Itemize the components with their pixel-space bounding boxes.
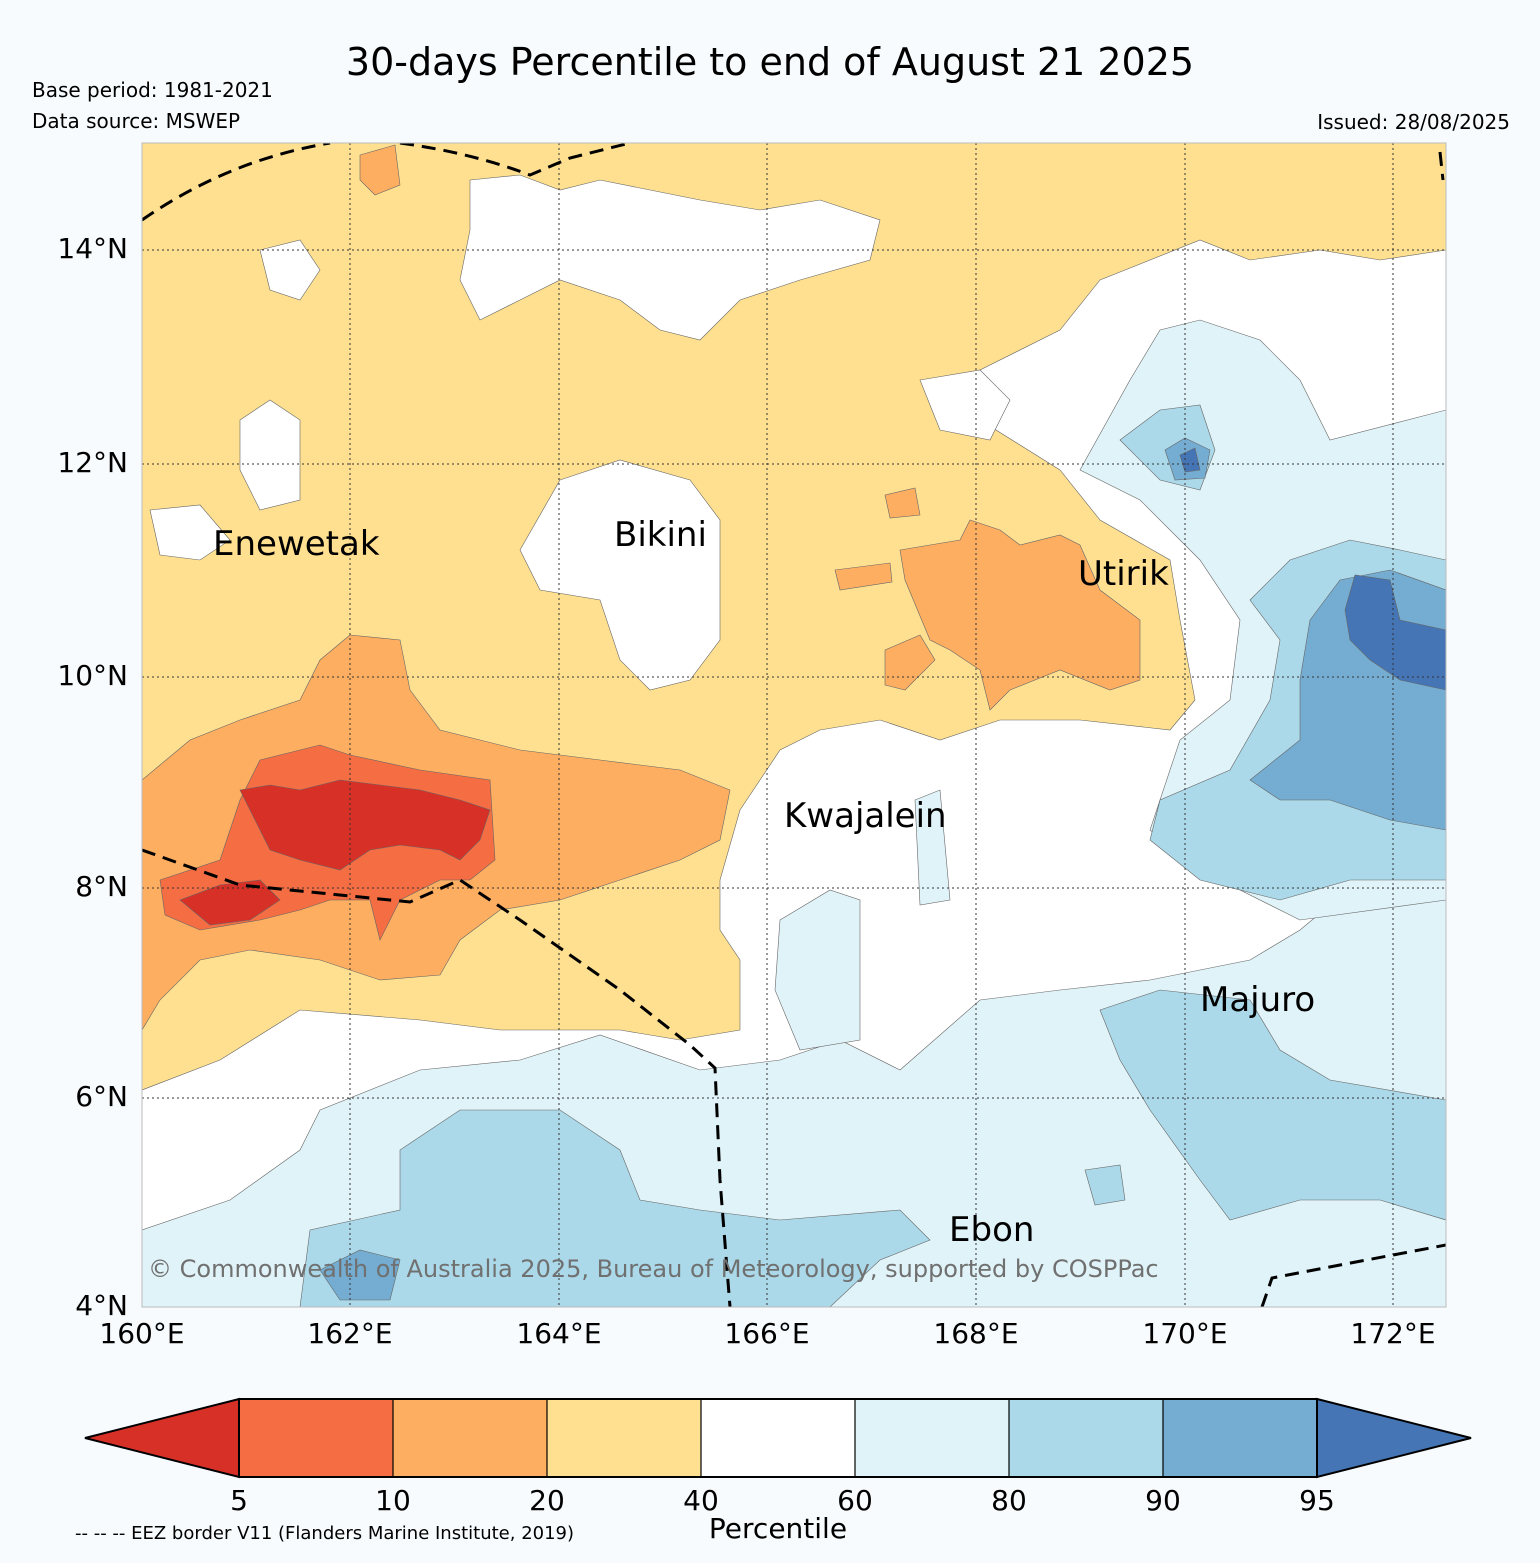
eez-borders [142,143,1446,1307]
place-bikini: Bikini [614,515,707,555]
base-period: Base period: 1981-2021 [32,78,273,102]
data-source: Data source: MSWEP [32,109,241,133]
colorbar-bin-10-20 [393,1399,547,1477]
lat-label-14: 14°N [57,232,128,265]
issued-date: Issued: 28/08/2025 [1317,110,1510,134]
map-title: 30-days Percentile to end of August 21 2… [345,40,1195,84]
colorbar-tick-10: 10 [375,1484,411,1517]
region-60-80-kwaj [774,889,861,1051]
graticule [142,143,1446,1307]
lat-label-6: 6°N [75,1080,128,1113]
colorbar-tick-20: 20 [529,1484,565,1517]
hole-north [459,174,881,341]
region-80-90-south [299,1109,931,1307]
lon-label-170: 170°E [1142,1317,1228,1350]
region-10-20-n2 [884,487,921,519]
colorbar-tick-60: 60 [837,1484,873,1517]
hole-east-n [919,369,1011,441]
place-kwajalein: Kwajalein [784,796,947,836]
colorbar-bin-40-60 [701,1399,855,1477]
region-60-80-kwaj2 [914,789,951,906]
lon-label-166: 166°E [724,1317,810,1350]
colorbar-extend-low [84,1397,240,1479]
lat-label-4: 4°N [75,1289,128,1322]
region-above-95 [1344,574,1446,691]
region-80-90-majuro [1099,989,1446,1221]
hole-bikini [519,459,721,691]
colorbar-tick-5: 5 [230,1484,248,1517]
hole-enewetak [149,504,231,561]
colorbar-bin-5-10 [239,1399,393,1477]
region-below-5-b [179,879,281,926]
colorbar-bin-90-95 [1163,1399,1317,1477]
region-10-20-utirik [899,519,1141,711]
colorbar-tick-95: 95 [1299,1484,1335,1517]
region-80-90-blob [1084,1164,1126,1206]
place-enewetak: Enewetak [213,524,380,564]
region-90-95-south [319,1249,401,1301]
lon-label-168: 168°E [933,1317,1019,1350]
region-10-20-north [359,144,401,196]
copyright-notice: © Commonwealth of Australia 2025, Bureau… [148,1255,1159,1283]
colorbar-extend-high [1316,1397,1472,1479]
lon-label-162: 162°E [307,1317,393,1350]
region-10-20-blob1 [834,562,893,591]
map-frame [141,142,1447,1308]
hole-nw [259,239,321,301]
colorbar-bin-60-80 [855,1399,1009,1477]
place-utirik: Utirik [1078,554,1169,594]
lon-label-160: 160°E [99,1317,185,1350]
lat-label-10: 10°N [57,659,128,692]
region-below-5 [239,779,491,871]
lon-label-172: 172°E [1350,1317,1436,1350]
hole-west [239,399,301,511]
colorbar-label: Percentile [708,1512,848,1545]
lat-label-12: 12°N [57,446,128,479]
colorbar [84,1397,1472,1479]
colorbar-tick-80: 80 [991,1484,1027,1517]
lon-label-164: 164°E [516,1317,602,1350]
lat-label-8: 8°N [75,870,128,903]
eez-legend-note: -- -- -- EEZ border V11 (Flanders Marine… [75,1523,575,1544]
region-10-20-blob2 [884,634,936,691]
colorbar-tick-40: 40 [683,1484,719,1517]
colorbar-bin-80-90 [1009,1399,1163,1477]
place-ebon: Ebon [949,1210,1035,1250]
place-majuro: Majuro [1200,980,1316,1020]
percentile-field [142,143,1446,1307]
colorbar-bin-20-40 [547,1399,701,1477]
colorbar-tick-90: 90 [1145,1484,1181,1517]
